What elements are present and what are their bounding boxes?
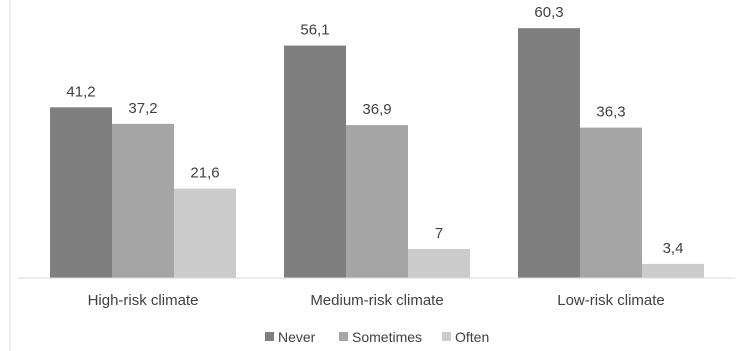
data-label-sometimes-low-risk-climate: 36,3: [596, 104, 625, 121]
data-label-never-high-risk-climate: 41,2: [66, 83, 95, 100]
bar-never-medium-risk-climate: [284, 45, 346, 279]
bars-group: 41,2 37,2 21,6 56,1 36,9 7 60,3 36,3 3,4: [50, 4, 704, 279]
legend-label-never: Never: [278, 329, 316, 345]
legend-label-sometimes: Sometimes: [352, 329, 422, 345]
data-label-never-low-risk-climate: 60,3: [534, 4, 563, 21]
legend-swatch-never: [265, 332, 274, 341]
data-label-sometimes-high-risk-climate: 37,2: [128, 100, 157, 117]
legend-label-often: Often: [455, 329, 489, 345]
x-axis-labels: High-risk climate Medium-risk climate Low-…: [88, 292, 665, 309]
x-tick-label-high-risk-climate: High-risk climate: [88, 292, 199, 309]
bar-never-high-risk-climate: [50, 107, 112, 278]
bar-often-medium-risk-climate: [408, 249, 470, 278]
bar-sometimes-medium-risk-climate: [346, 125, 408, 278]
data-label-often-low-risk-climate: 3,4: [663, 240, 684, 257]
data-label-often-high-risk-climate: 21,6: [190, 165, 219, 182]
legend-swatch-often: [442, 332, 451, 341]
data-label-often-medium-risk-climate: 7: [435, 225, 443, 242]
data-label-never-medium-risk-climate: 56,1: [300, 22, 329, 39]
x-tick-label-low-risk-climate: Low-risk climate: [557, 292, 665, 309]
bar-sometimes-low-risk-climate: [580, 127, 642, 278]
bar-sometimes-high-risk-climate: [112, 123, 174, 278]
legend: Never Sometimes Often: [265, 329, 489, 345]
bar-often-high-risk-climate: [174, 188, 236, 278]
x-tick-label-medium-risk-climate: Medium-risk climate: [310, 292, 443, 309]
bar-never-low-risk-climate: [518, 28, 580, 278]
data-label-sometimes-medium-risk-climate: 36,9: [362, 101, 391, 118]
legend-swatch-sometimes: [339, 332, 348, 341]
bar-often-low-risk-climate: [642, 263, 704, 278]
